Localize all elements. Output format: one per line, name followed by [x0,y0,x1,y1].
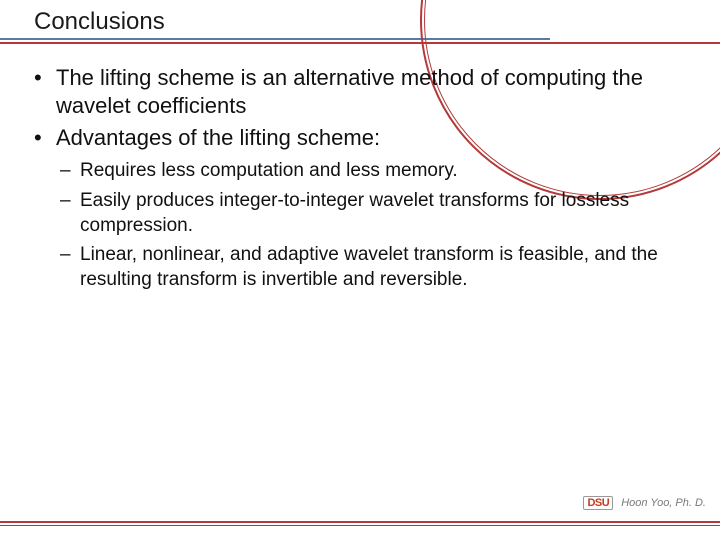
author-name: Hoon Yoo, Ph. D. [621,497,706,509]
bullet-text: Advantages of the lifting scheme: [56,125,380,150]
slide-footer: DSU Hoon Yoo, Ph. D. [0,521,720,526]
slide: Conclusions The lifting scheme is an alt… [0,0,720,540]
sub-bullet-text: Linear, nonlinear, and adaptive wavelet … [80,244,658,290]
logo-badge: DSU [583,496,613,510]
sub-bullet-text: Requires less computation and less memor… [80,160,458,181]
footer-right: DSU Hoon Yoo, Ph. D. [583,496,706,510]
bullet-item: Advantages of the lifting scheme: Requir… [56,124,682,292]
slide-header: Conclusions [0,0,720,44]
bullet-text: The lifting scheme is an alternative met… [56,65,643,118]
sub-bullet-text: Easily produces integer-to-integer wavel… [80,190,629,236]
sub-bullet-item: Requires less computation and less memor… [80,158,682,183]
bullet-item: The lifting scheme is an alternative met… [56,64,682,120]
sub-bullet-item: Linear, nonlinear, and adaptive wavelet … [80,242,682,292]
sub-bullet-item: Easily produces integer-to-integer wavel… [80,188,682,238]
footer-line-bottom [0,525,720,526]
slide-body: The lifting scheme is an alternative met… [0,44,720,292]
